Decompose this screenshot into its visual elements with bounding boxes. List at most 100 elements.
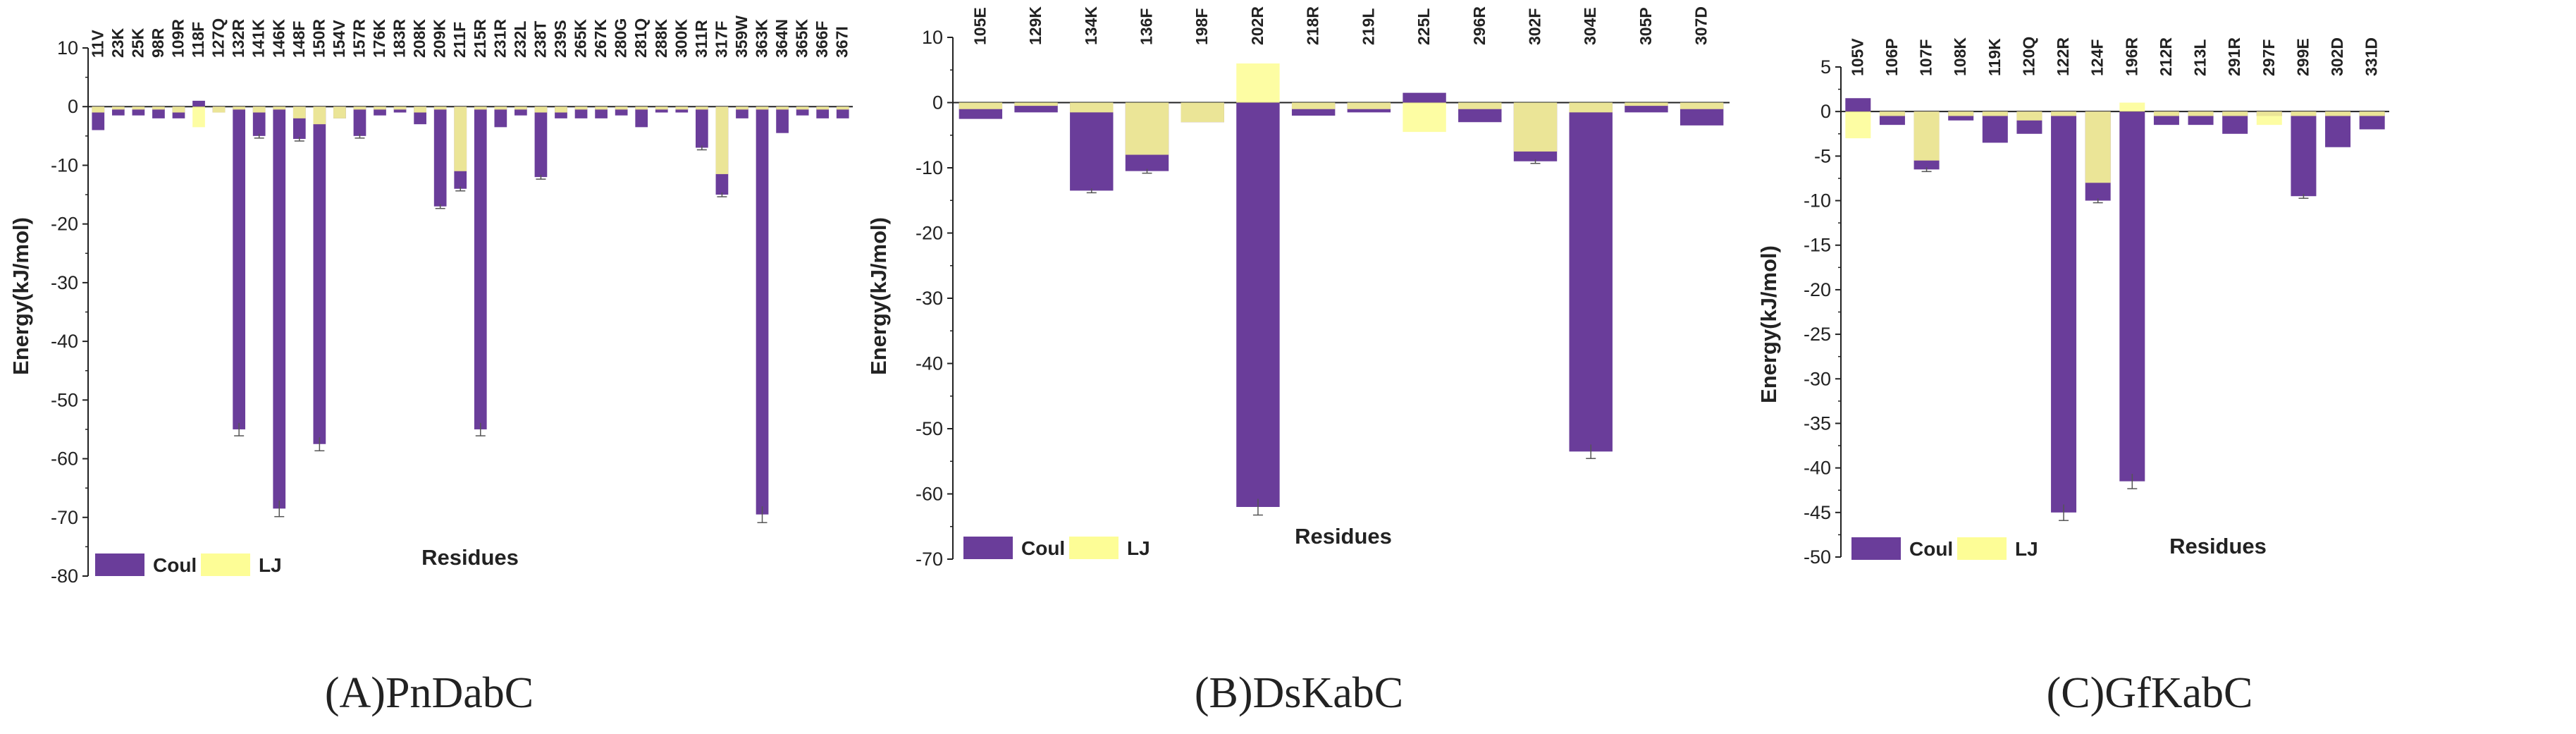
lj-bar	[715, 106, 729, 174]
y-tick-label: -20	[916, 223, 943, 244]
lj-bar	[1181, 102, 1224, 123]
residue-label: 302F	[1526, 8, 1544, 45]
y-tick-label: 10	[57, 37, 78, 59]
y-tick-label: -15	[1804, 235, 1831, 256]
residue-label: 119K	[1985, 38, 2004, 76]
residue-label: 132R	[229, 19, 247, 58]
lj-bar	[756, 106, 769, 110]
coul-bar	[696, 106, 708, 148]
residue-label: 148F	[290, 21, 308, 58]
y-tick-label: -50	[916, 418, 943, 439]
y-tick-label: -30	[916, 288, 943, 309]
coul-bar	[2325, 111, 2351, 147]
lj-bar	[292, 106, 306, 118]
y-tick-label: -20	[1804, 279, 1831, 300]
residue-label: 215R	[471, 19, 489, 58]
residue-label: 364N	[772, 19, 791, 58]
lj-bar	[1070, 102, 1114, 113]
lj-bar	[494, 106, 507, 110]
y-tick-label: 0	[1820, 101, 1831, 122]
y-tick-label: -40	[916, 353, 943, 374]
residue-label: 118F	[189, 22, 207, 58]
coul-bar	[1569, 102, 1613, 452]
residue-label: 331D	[2362, 37, 2381, 76]
coul-bar	[1982, 111, 2008, 143]
y-tick-label: -80	[51, 565, 78, 587]
residue-label: 311R	[692, 20, 710, 58]
residue-label: 141K	[249, 19, 268, 58]
lj-bar	[2222, 111, 2248, 116]
residue-label: 183R	[390, 19, 409, 58]
lj-bar	[2325, 111, 2351, 116]
residue-label: 299E	[2293, 38, 2312, 76]
lj-bar	[192, 106, 205, 128]
coul-bar	[313, 106, 326, 444]
residue-label: 302D	[2328, 37, 2346, 76]
y-tick-label: -30	[1804, 368, 1831, 389]
coul-bar	[353, 106, 366, 136]
y-tick-label: 10	[922, 27, 943, 48]
coul-bar	[233, 106, 245, 429]
residue-label: 122R	[2054, 37, 2072, 76]
residue-label: 218R	[1304, 6, 1322, 45]
y-tick-label: -40	[51, 331, 78, 352]
legend-coul-label: Coul	[1021, 537, 1065, 559]
coul-bar	[776, 106, 789, 133]
lj-bar	[1347, 102, 1391, 109]
lj-bar	[959, 102, 1003, 109]
residue-label: 305P	[1637, 7, 1655, 45]
y-tick-label: -40	[1804, 458, 1831, 479]
lj-bar	[474, 106, 487, 110]
residue-label: 146K	[269, 19, 288, 58]
residue-label: 129K	[1026, 6, 1044, 45]
coul-bar	[1070, 102, 1114, 191]
coul-bar	[252, 106, 266, 136]
lj-bar	[132, 106, 145, 110]
residue-label: 209K	[431, 19, 449, 58]
residue-label: 365K	[793, 19, 811, 58]
coul-bar	[474, 106, 487, 429]
residue-label: 108K	[1951, 37, 1969, 76]
legend-coul-swatch	[95, 553, 144, 576]
lj-bar	[2188, 111, 2214, 116]
y-tick-label: -10	[916, 157, 943, 178]
lj-bar	[414, 106, 426, 113]
coul-bar	[2119, 111, 2145, 482]
coul-bar	[2051, 111, 2077, 513]
lj-bar	[273, 106, 286, 110]
coul-bar	[635, 106, 648, 128]
panel-a: Energy(kJ/mol) Residues (A)PnDabC 10 0 -10…	[8, 16, 853, 717]
lj-bar	[1403, 102, 1446, 133]
residue-label: 208K	[410, 19, 429, 58]
lj-bar	[111, 106, 125, 110]
residue-label: 106P	[1882, 38, 1901, 76]
lj-bar	[1680, 102, 1724, 109]
lj-bar	[313, 106, 326, 125]
residue-label: 25K	[128, 27, 147, 58]
legend-lj-swatch	[201, 553, 250, 576]
panel-c: Energy(kJ/mol) Residues (C)GfKabC 5 0 -5 -1…	[1756, 37, 2389, 717]
residue-label: 157R	[350, 19, 368, 58]
residue-label: 281Q	[631, 18, 650, 58]
lj-bar	[92, 106, 105, 113]
residue-label: 359W	[732, 16, 751, 58]
residue-label: 225L	[1415, 8, 1433, 45]
lj-bar	[1913, 111, 1940, 161]
residue-label: 296R	[1470, 6, 1489, 45]
residue-label: 150R	[309, 19, 328, 58]
residue-label: 198F	[1193, 8, 1211, 45]
lj-bar	[574, 106, 588, 110]
y-tick-label: -30	[51, 272, 78, 293]
lj-bar	[1625, 102, 1668, 106]
lj-bar	[736, 106, 748, 110]
lj-bar	[696, 106, 708, 110]
residue-label: 288K	[652, 19, 670, 58]
residue-label: 300K	[672, 19, 690, 58]
residue-label: 11V	[88, 30, 106, 58]
lj-bar	[374, 106, 386, 110]
lj-bar	[212, 106, 226, 113]
lj-bar	[1879, 111, 1905, 116]
y-tick-label: -45	[1804, 502, 1831, 523]
lj-bar	[2119, 102, 2145, 112]
